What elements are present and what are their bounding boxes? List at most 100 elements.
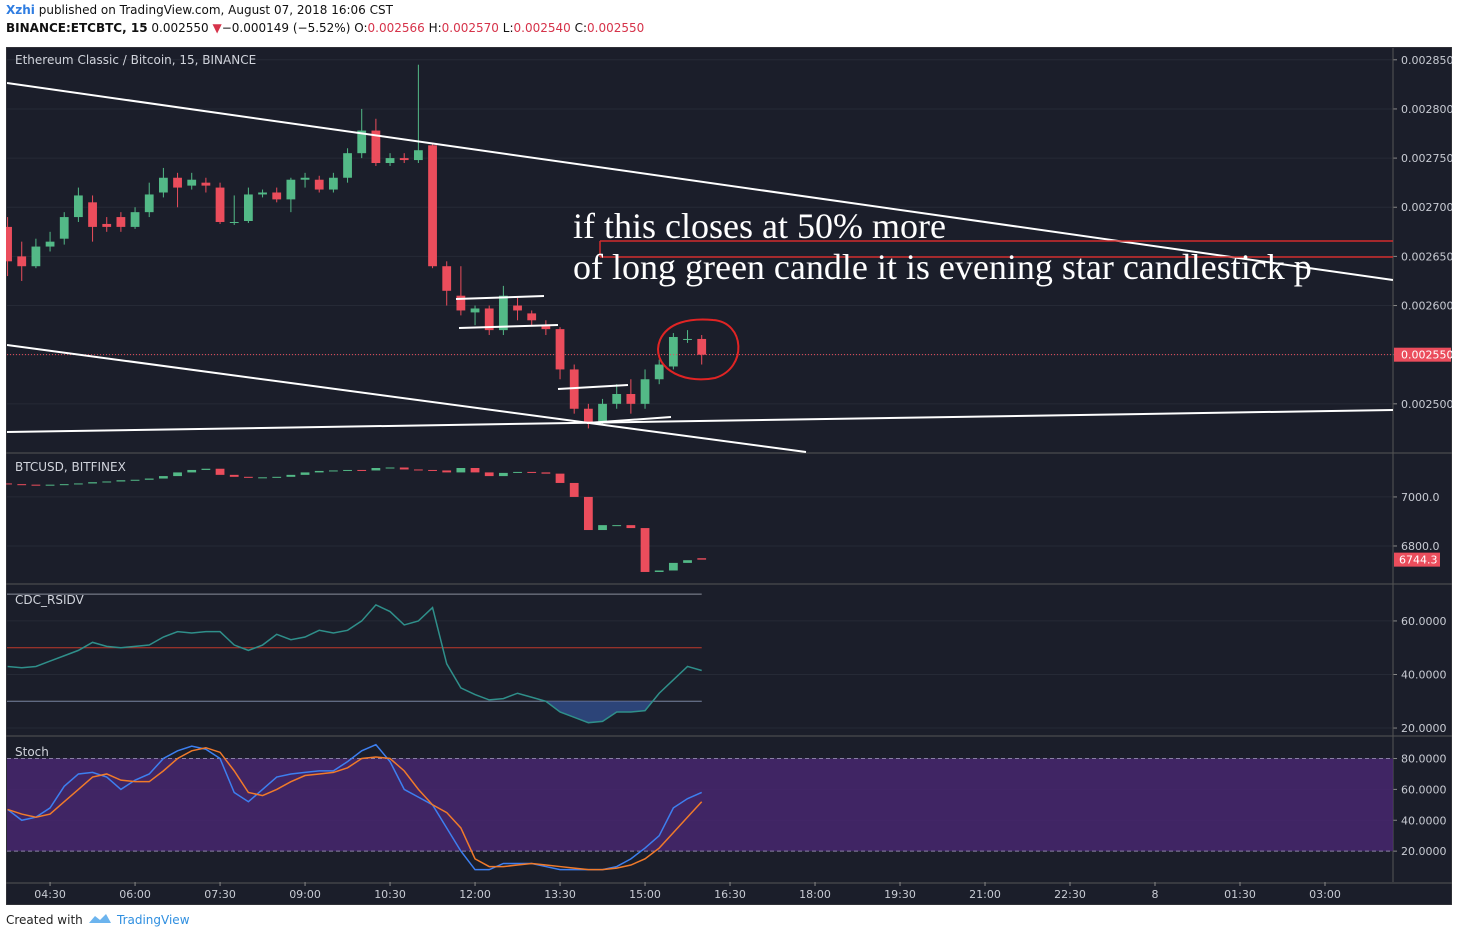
candle-body <box>484 308 494 331</box>
candle-body <box>6 226 12 262</box>
candle-body <box>456 467 466 473</box>
y-tick-label: 7000.0 <box>1401 491 1440 504</box>
series-line <box>7 746 703 871</box>
ohlc-value: 0.002540 <box>513 21 571 35</box>
candle-body <box>484 472 494 477</box>
x-tick-label: 01:30 <box>1224 888 1256 901</box>
x-tick-label: 07:30 <box>204 888 236 901</box>
ohlc-value: 0.002570 <box>441 21 499 35</box>
y-tick-label: 6800.0 <box>1401 540 1440 553</box>
candle-body <box>428 145 437 267</box>
quote-line: BINANCE:ETCBTC, 15 0.002550 ▼−0.000149 (… <box>6 21 644 35</box>
candle-body <box>173 177 182 188</box>
price: 0.002550 <box>151 21 209 35</box>
drawings: if this closes at 50% more of long green… <box>7 82 1393 453</box>
candle-body <box>399 158 409 161</box>
stoch-band <box>7 758 1393 852</box>
y-tick-label: 0.002850 <box>1401 54 1452 67</box>
candle-body <box>286 179 296 200</box>
candle-body <box>59 217 69 239</box>
candle-body <box>102 481 112 483</box>
candle-body <box>371 467 381 471</box>
candle-body <box>668 336 678 367</box>
x-tick-label: 22:30 <box>1054 888 1086 901</box>
candle-body <box>328 470 338 472</box>
candle-body <box>569 369 579 409</box>
pane-title: Stoch <box>15 745 49 759</box>
y-tick-label: 0.002800 <box>1401 103 1452 116</box>
ohlc-value: 0.002550 <box>587 21 645 35</box>
candle-body <box>399 467 409 470</box>
candle-body <box>413 469 423 471</box>
y-tick-label: 0.002500 <box>1401 398 1452 411</box>
candle-body <box>243 476 253 478</box>
footer-brand[interactable]: TradingView <box>117 913 190 927</box>
candle-body <box>470 308 480 313</box>
candle-body <box>371 130 381 164</box>
pane-title: CDC_RSIDV <box>15 593 85 607</box>
candle-body <box>272 192 282 200</box>
tv-logo <box>89 914 111 923</box>
candle-body <box>541 472 551 474</box>
candle-body <box>300 177 310 180</box>
candle-body <box>612 525 622 527</box>
x-tick-label: 09:00 <box>289 888 321 901</box>
candle-body <box>470 467 480 473</box>
level-line <box>455 295 545 300</box>
candle-body <box>31 246 41 267</box>
candle-body <box>201 182 211 186</box>
annotation-text: if this closes at 50% more <box>573 206 946 246</box>
y-tick-label: 40.0000 <box>1401 814 1447 827</box>
x-tick-label: 19:30 <box>884 888 916 901</box>
author[interactable]: Xzhi <box>6 3 35 17</box>
candle-body <box>541 325 551 330</box>
candle-body <box>130 479 140 481</box>
candle-body <box>116 217 126 227</box>
candle-body <box>640 379 650 404</box>
circle-annotation <box>657 318 740 381</box>
y-tick-label: 0.002700 <box>1401 201 1452 214</box>
candle-body <box>45 484 55 486</box>
ohlc-label: C: <box>574 21 588 35</box>
x-tick-label: 04:30 <box>34 888 66 901</box>
change: −0.000149 (−5.52%) <box>221 21 351 35</box>
last-price-tag <box>1394 552 1440 567</box>
candle-body <box>697 558 707 560</box>
candle-body <box>59 484 69 486</box>
ohlc-label: H: <box>428 21 442 35</box>
candle-body <box>215 187 225 222</box>
x-tick-label: 21:00 <box>969 888 1001 901</box>
x-tick-label: 12:00 <box>459 888 491 901</box>
candle-body <box>102 223 112 227</box>
y-tick-label: 60.0000 <box>1401 615 1447 628</box>
candle-body <box>456 295 466 311</box>
candle-body <box>243 194 253 222</box>
candle-body <box>17 484 27 486</box>
last-price-tag <box>1394 347 1451 362</box>
candle-body <box>683 338 692 340</box>
candle-body <box>640 528 650 572</box>
candle-body <box>513 471 522 473</box>
candle-body <box>498 472 508 477</box>
candle-body <box>215 468 225 475</box>
candle-body <box>17 256 27 267</box>
candle-body <box>74 195 83 218</box>
candle-body <box>498 295 508 331</box>
x-tick-label: 8 <box>1152 888 1159 901</box>
candle-body <box>555 473 565 483</box>
candle-body <box>513 305 522 311</box>
y-tick-label: 60.0000 <box>1401 783 1447 796</box>
published: published on TradingView.com, August 07,… <box>34 3 393 17</box>
candle-body <box>144 194 154 213</box>
x-tick-label: 13:30 <box>544 888 576 901</box>
annotation-text: of long green candle it is evening star … <box>573 247 1312 287</box>
y-tick-label: 0.002650 <box>1401 250 1452 263</box>
candle-body <box>569 482 579 497</box>
trend-line <box>7 344 807 453</box>
candle-body <box>654 364 664 380</box>
candle-body <box>428 469 437 471</box>
candle-body <box>272 476 282 478</box>
candle-body <box>74 483 83 485</box>
candle-body <box>88 482 97 484</box>
x-tick-label: 16:30 <box>714 888 746 901</box>
